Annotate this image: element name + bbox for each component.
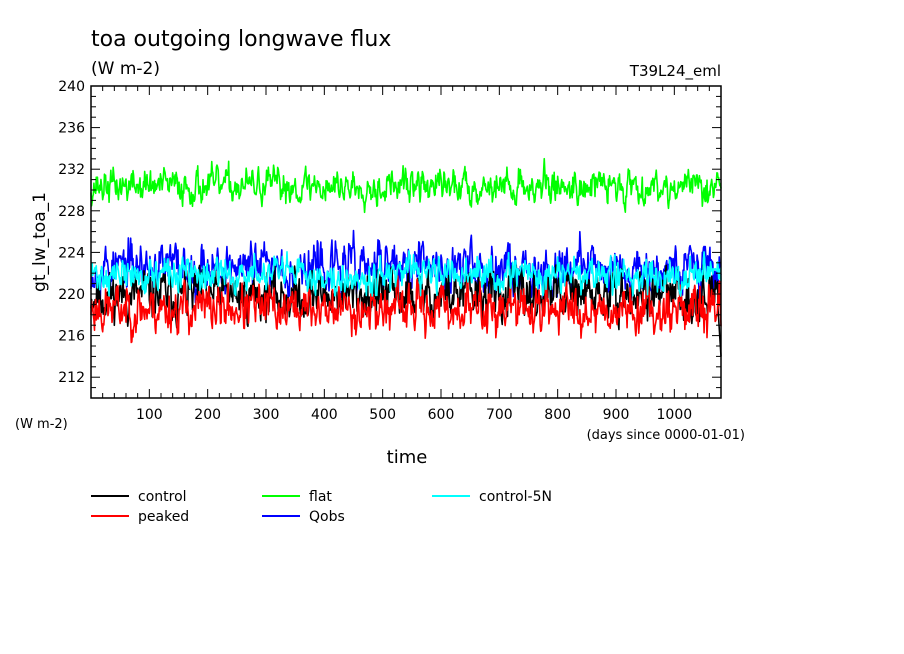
y-axis-units: (W m-2): [15, 417, 68, 432]
y-tick-label: 224: [58, 245, 85, 261]
x-axis-label: time: [387, 447, 428, 468]
x-tick-label: 900: [603, 407, 630, 423]
legend-label-flat: flat: [309, 489, 332, 505]
x-tick-label: 600: [428, 407, 455, 423]
plot-frame: [90, 85, 722, 399]
series-line-control-5n: [90, 250, 722, 297]
x-tick-label: 700: [486, 407, 513, 423]
x-tick-label: 100: [136, 407, 163, 423]
run-label: T39L24_eml: [629, 62, 721, 81]
legend-label-control: control: [138, 489, 187, 505]
legend-label-control-5n: control-5N: [479, 489, 552, 505]
series-line-peaked: [90, 274, 722, 344]
y-tick-label: 228: [58, 204, 85, 220]
x-tick-label: 400: [311, 407, 338, 423]
y-tick-label: 212: [58, 370, 85, 386]
y-tick-label: 216: [58, 329, 85, 345]
chart-title: toa outgoing longwave flux: [91, 27, 391, 52]
y-tick-label: 236: [58, 121, 85, 137]
y-axis-label: gt_lw_toa_1: [30, 192, 50, 292]
legend-label-peaked: peaked: [138, 509, 189, 525]
y-tick-label: 232: [58, 162, 85, 178]
x-tick-label: 1000: [657, 407, 693, 423]
y-tick-label: 220: [58, 287, 85, 303]
x-axis-units: (days since 0000-01-01): [587, 428, 745, 443]
legend: control peaked flat Qobs control-5N: [91, 489, 552, 525]
x-tick-label: 200: [194, 407, 221, 423]
x-tick-label: 300: [253, 407, 280, 423]
legend-label-qobs: Qobs: [309, 509, 345, 525]
series-layer: [90, 157, 722, 357]
y-tick-label: 240: [58, 79, 85, 95]
x-tick-label: 800: [544, 407, 571, 423]
chart-units: (W m-2): [91, 59, 160, 79]
series-line-flat: [90, 157, 722, 214]
y-axis-ticks: 212 216 220 224 228 232 236 240: [58, 79, 721, 389]
x-tick-label: 500: [369, 407, 396, 423]
x-axis-ticks: 100 200 300 400 500 600 700 800 900 1000: [102, 86, 710, 423]
